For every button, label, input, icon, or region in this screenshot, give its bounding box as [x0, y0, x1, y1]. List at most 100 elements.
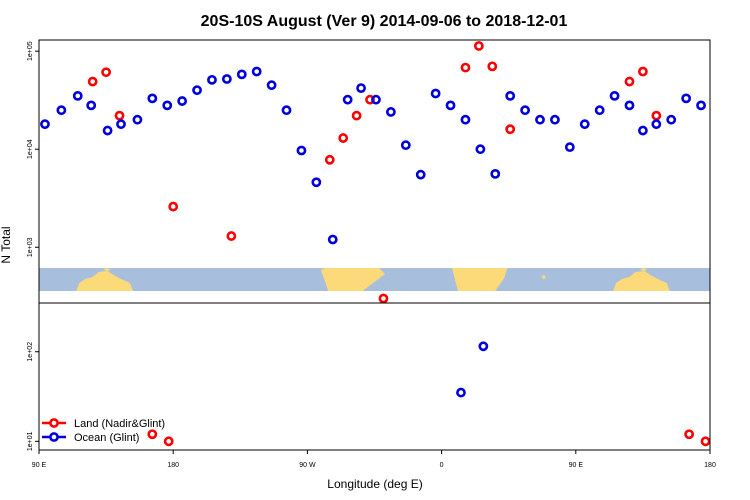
ocean-point: [221, 74, 232, 84]
x-tick-label: 90 E: [32, 462, 47, 469]
ocean-point: [430, 88, 441, 99]
ocean-point: [371, 94, 381, 105]
land-point: [226, 231, 237, 241]
ocean-point: [281, 105, 292, 116]
legend: Land (Nadir&Glint) Ocean (Glint): [42, 418, 165, 444]
ocean-point: [266, 80, 277, 91]
land-point: [473, 41, 484, 51]
ocean-point: [162, 100, 173, 111]
map-landmass: [452, 268, 508, 291]
y-tick-label: 1e+04: [27, 139, 34, 159]
ocean-point: [400, 140, 411, 151]
land-point: [460, 62, 471, 73]
legend-marker: [49, 432, 59, 442]
ocean-point: [296, 145, 307, 156]
ocean-point: [535, 114, 545, 125]
ocean-point: [86, 100, 97, 111]
world-map-strip: [39, 268, 710, 291]
land-point: [624, 76, 635, 87]
map-landmass: [639, 268, 648, 271]
chart-title: 20S-10S August (Ver 9) 2014-09-06 to 201…: [201, 13, 568, 30]
ocean-point: [460, 114, 471, 125]
ocean-point: [40, 119, 50, 130]
land-point: [101, 67, 111, 78]
map-landmass: [613, 271, 670, 291]
y-tick-label: 1e+03: [27, 237, 34, 257]
ocean-point: [342, 94, 353, 105]
land-point: [505, 124, 516, 135]
legend-marker: [49, 418, 59, 428]
ocean-point: [564, 142, 575, 153]
map-landmass: [76, 271, 133, 291]
ocean-point: [609, 90, 620, 101]
bottom-panel: 1e+01 1e+02: [27, 302, 711, 451]
x-tick-label: 180: [704, 462, 716, 469]
land-point: [87, 76, 98, 87]
ocean-point: [445, 100, 456, 111]
ocean-point: [666, 114, 677, 125]
ocean-point: [251, 66, 262, 77]
map-landmass: [541, 275, 546, 279]
ocean-point: [72, 90, 83, 101]
ocean-point: [56, 105, 67, 116]
y-axis-label: N Total: [0, 226, 13, 263]
x-axis: 90 E 180 90 W 0 90 E 180: [32, 450, 716, 469]
y-tick-label: 1e+02: [27, 342, 34, 362]
ocean-point: [236, 69, 247, 80]
land-point: [638, 66, 648, 77]
ocean-point: [311, 177, 322, 188]
ocean-point: [490, 168, 501, 179]
land-point: [351, 110, 362, 121]
panel-frame: [38, 302, 711, 451]
ocean-point: [638, 125, 648, 136]
ocean-point: [456, 387, 466, 398]
ocean-point: [475, 144, 486, 155]
panel-frame: [38, 39, 711, 304]
land-point: [338, 133, 349, 143]
land-point: [684, 429, 695, 440]
legend-label: Land (Nadir&Glint): [74, 418, 165, 430]
ocean-point: [207, 74, 217, 85]
land-point: [700, 436, 711, 447]
x-tick-label: 90 E: [569, 462, 584, 469]
ocean-point: [478, 341, 489, 352]
ocean-point: [102, 125, 113, 136]
ocean-point: [651, 119, 662, 130]
x-tick-label: 0: [440, 462, 444, 469]
ocean-point: [696, 100, 706, 111]
x-tick-label: 180: [167, 462, 179, 469]
ocean-point: [681, 93, 692, 104]
ocean-point: [386, 107, 396, 117]
land-point: [163, 436, 174, 447]
legend-label: Ocean (Glint): [74, 432, 139, 444]
ocean-point: [579, 119, 590, 130]
ocean-point: [132, 114, 143, 125]
land-point: [114, 110, 125, 121]
land-point: [487, 61, 498, 72]
map-landmass: [103, 268, 111, 271]
ocean-point: [520, 105, 531, 116]
land-point: [324, 154, 335, 165]
ocean-point: [147, 93, 158, 104]
top-panel: 1e+03 1e+04 1e+05: [27, 39, 711, 304]
y-tick-label: 1e+01: [27, 431, 34, 451]
ocean-point: [624, 100, 635, 111]
land-point: [651, 110, 662, 121]
ocean-point: [550, 114, 560, 125]
ocean-point: [192, 85, 202, 96]
map-landmass: [320, 268, 385, 291]
land-point: [147, 429, 158, 440]
ocean-point: [116, 119, 126, 130]
x-axis-label: Longitude (deg E): [327, 477, 422, 491]
y-tick-label: 1e+05: [27, 41, 34, 61]
land-point: [378, 293, 389, 304]
ocean-point: [177, 96, 188, 106]
land-point: [168, 201, 179, 212]
ocean-point: [327, 234, 338, 245]
ocean-point: [505, 90, 516, 101]
ocean-point: [415, 169, 426, 180]
ocean-point: [356, 83, 366, 94]
x-tick-label: 90 W: [299, 462, 316, 469]
ocean-point: [594, 105, 605, 116]
